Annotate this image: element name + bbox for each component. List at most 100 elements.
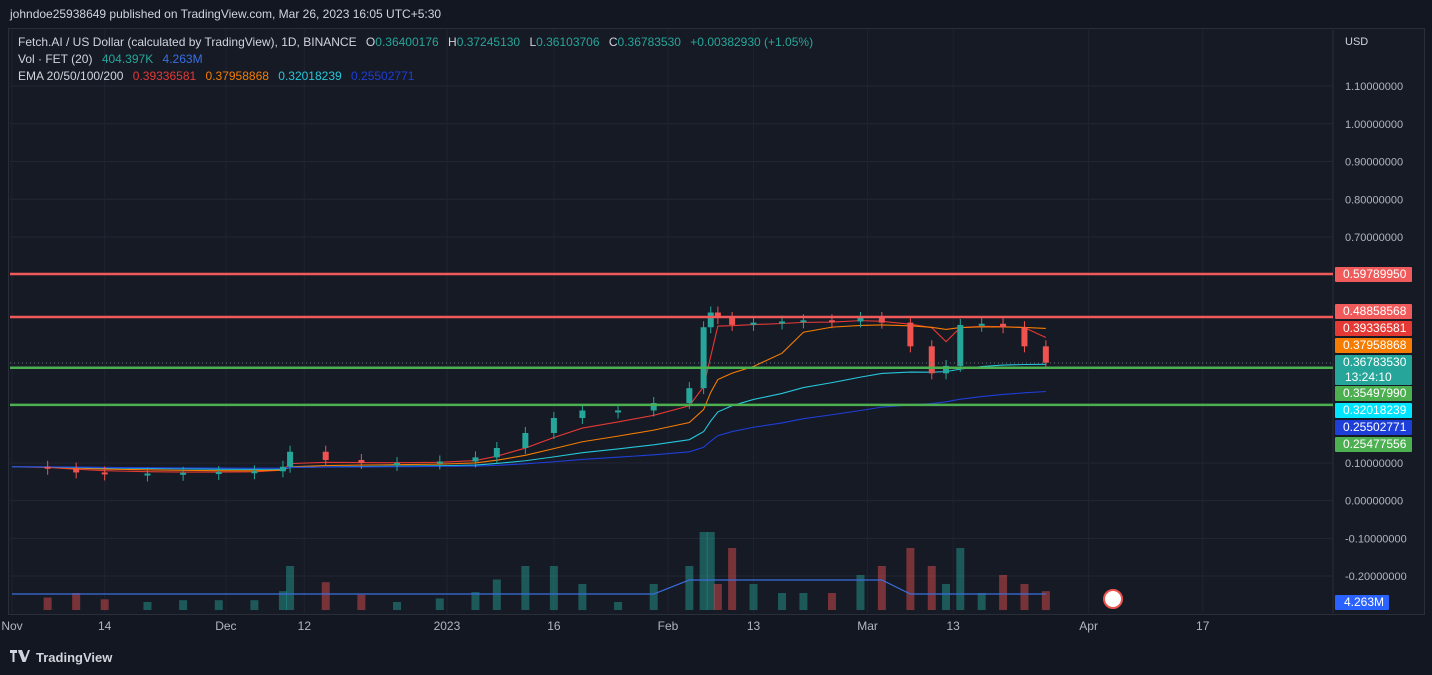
volume-bar (578, 584, 587, 610)
candle-body (928, 346, 935, 374)
candle-body (779, 321, 786, 324)
chart-pane[interactable] (8, 28, 1425, 615)
candle-body (550, 417, 557, 433)
price-axis-label: USD (1345, 36, 1368, 48)
volume-bar (43, 597, 52, 610)
close-label: C (608, 35, 618, 49)
price-badge-label: 0.25502771 (1343, 420, 1407, 434)
price-badge (1335, 403, 1412, 418)
candle-body (1000, 323, 1007, 328)
price-tick-label: 0.10000000 (1345, 458, 1403, 470)
symbol-title[interactable]: Fetch.AI / US Dollar (calculated by Trad… (18, 35, 357, 49)
candle-body (144, 473, 151, 476)
volume-bar (357, 594, 366, 610)
candle-body (287, 451, 294, 467)
volume-badge (1335, 595, 1389, 610)
volume-bar (713, 584, 722, 610)
change-value: +0.00382930 (+1.05%) (690, 35, 814, 49)
time-tick-label: Dec (215, 619, 236, 633)
time-tick-label: 13 (946, 619, 960, 633)
time-tick-label: 16 (547, 619, 561, 633)
price-badge (1335, 304, 1412, 319)
candle-body (943, 365, 950, 374)
ema200-line (11, 390, 1046, 469)
open-label: O (365, 35, 376, 49)
volume-bar (649, 584, 658, 610)
price-tick-label: 0.90000000 (1345, 157, 1403, 169)
candle-body (800, 320, 807, 323)
time-tick-label: 13 (747, 619, 761, 633)
candle-body (957, 324, 964, 366)
time-tick-label: 17 (1196, 619, 1210, 633)
ema20-line (11, 320, 1047, 473)
candle-body (857, 317, 864, 322)
volume-bar (778, 593, 787, 610)
volume-bar (549, 566, 558, 610)
price-badge (1335, 437, 1412, 452)
candle-body (180, 472, 187, 475)
volume-indicator-label[interactable]: Vol · FET (20) (18, 52, 93, 66)
candle-body (700, 327, 707, 389)
volume-bar (749, 584, 758, 610)
volume-bar (856, 575, 865, 610)
time-tick-label: 12 (298, 619, 312, 633)
candle-body (322, 451, 329, 460)
candle-body (436, 461, 443, 464)
price-tick-label: 0.70000000 (1345, 232, 1403, 244)
ema-indicator-label[interactable]: EMA 20/50/100/200 (18, 69, 124, 83)
volume-bar (699, 532, 708, 610)
price-badge (1335, 420, 1412, 435)
volume-bar (72, 593, 81, 610)
candle-body (686, 388, 693, 403)
footer-bar (0, 645, 1432, 675)
ema50-value: 0.37958868 (205, 69, 269, 83)
candle-body (1021, 327, 1028, 347)
candle-body (251, 471, 258, 474)
volume-bar (492, 579, 501, 610)
tradingview-brand[interactable]: TradingView (10, 650, 112, 665)
candle-body (522, 432, 529, 448)
volume-bar (100, 599, 109, 610)
time-tick-label: 14 (98, 619, 112, 633)
candle-body (907, 322, 914, 347)
candle-body (579, 410, 586, 418)
symbol-legend-row: Fetch.AI / US Dollar (calculated by Trad… (18, 34, 819, 51)
volume-bar (278, 591, 287, 610)
volume-bar (999, 575, 1008, 610)
candle-body (750, 322, 757, 325)
price-badge (1335, 355, 1412, 385)
volume-value: 404.397K (101, 52, 154, 66)
price-chart-svg[interactable]: 1.10000000 1.00000000 0.90000000 0.80000000… (0, 0, 1432, 645)
volume-bar (728, 548, 737, 610)
ema100-line (11, 363, 1046, 470)
volume-bar (471, 592, 480, 610)
ema50-line (11, 324, 1046, 472)
volume-bar (1041, 591, 1050, 610)
price-badge-label: 0.25477556 (1343, 437, 1407, 451)
price-badge (1335, 338, 1412, 353)
price-badge-label: 0.37958868 (1343, 338, 1407, 352)
publisher-line: johndoe25938649 published on TradingView… (10, 7, 442, 21)
volume-bar (799, 593, 808, 610)
price-badge (1335, 386, 1412, 401)
low-label: L (529, 35, 537, 49)
price-tick-label: 1.10000000 (1345, 81, 1403, 93)
time-tick-label: Mar (857, 619, 878, 633)
price-badge (1335, 321, 1412, 336)
tradingview-logo-icon (10, 650, 30, 665)
price-badge-label: 0.36783530 (1343, 355, 1407, 369)
candle-body (215, 472, 222, 475)
volume-bar (393, 602, 402, 610)
volume-bar (927, 566, 936, 610)
volume-bar (214, 600, 223, 610)
time-tick-label: 2023 (434, 619, 461, 633)
high-label: H (448, 35, 457, 49)
candle-body (358, 459, 365, 463)
price-badge (1335, 267, 1412, 282)
candle-body (729, 317, 736, 325)
candle-body (615, 410, 622, 413)
volume-bar (614, 602, 623, 610)
volume-ma-value: 4.263M (162, 52, 203, 66)
ema100-value: 0.32018239 (278, 69, 342, 83)
tradingview-brand-text: TradingView (36, 650, 113, 665)
